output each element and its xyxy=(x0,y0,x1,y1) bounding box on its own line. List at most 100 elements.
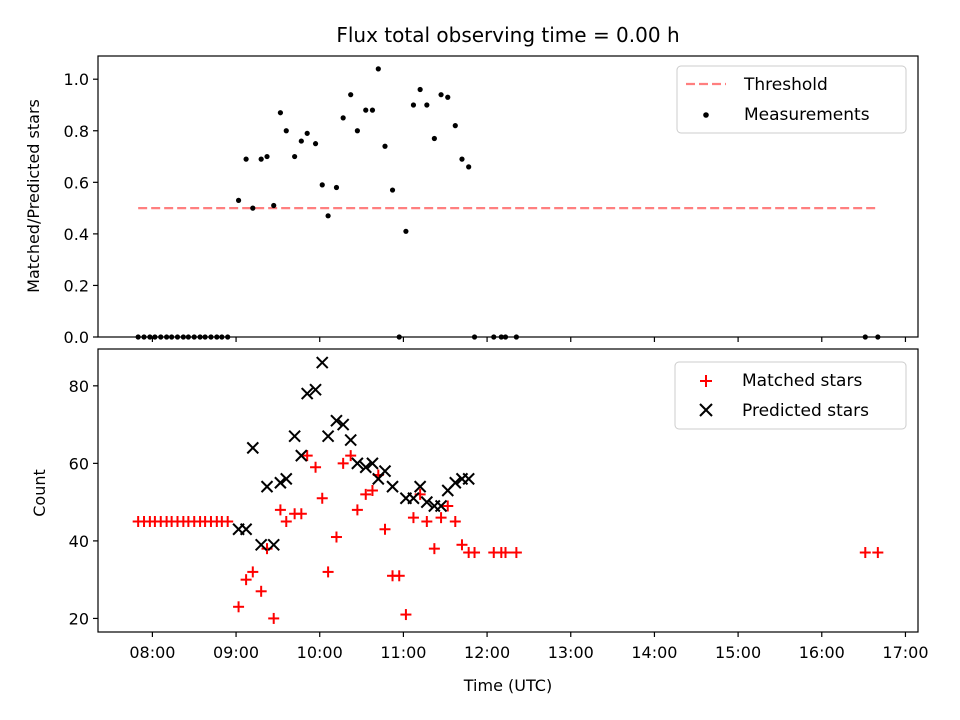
measurement-point xyxy=(363,107,369,113)
chart-title: Flux total observing time = 0.00 h xyxy=(336,23,679,47)
predicted-star-point xyxy=(359,461,372,474)
predicted-star-point xyxy=(344,433,357,447)
measurement-point xyxy=(250,205,256,211)
x-tick-label: 16:00 xyxy=(799,643,845,662)
predicted-star-point xyxy=(300,387,314,400)
measurement-point xyxy=(319,182,325,188)
measurement-point xyxy=(271,202,277,209)
ratio-y-tick-label: 0.4 xyxy=(64,225,89,244)
predicted-star-point xyxy=(309,383,322,396)
predicted-star-point xyxy=(321,430,335,443)
count-legend: Matched stars Predicted stars xyxy=(674,361,907,430)
matched-star-point xyxy=(337,457,349,469)
matched-star-point xyxy=(233,601,245,613)
measurement-point xyxy=(264,153,270,160)
legend-measurements-swatch xyxy=(703,112,709,118)
predicted-star-point xyxy=(449,476,462,489)
x-tick-label: 14:00 xyxy=(631,643,677,662)
predicted-star-point xyxy=(295,449,308,462)
matched-star-point xyxy=(379,523,391,535)
matched-star-point xyxy=(322,566,334,578)
measurement-point xyxy=(445,94,451,100)
matched-star-point xyxy=(499,547,511,559)
predicted-star-point xyxy=(274,476,287,489)
measurement-point xyxy=(243,156,249,162)
matched-star-point xyxy=(345,450,357,462)
measurement-point xyxy=(410,102,417,108)
ratio-y-tick-label: 0.0 xyxy=(64,328,89,347)
measurement-point xyxy=(292,153,298,160)
measurement-point xyxy=(431,135,437,142)
ratio-y-axis-title: Matched/Predicted stars xyxy=(24,99,43,293)
ratio-y-tick-label: 0.8 xyxy=(64,122,89,141)
matched-star-point xyxy=(360,488,372,500)
measurement-point xyxy=(354,128,360,134)
ratio-legend-box xyxy=(676,65,907,134)
matched-star-point xyxy=(268,612,280,624)
predicted-star-point xyxy=(413,480,427,493)
measurement-point xyxy=(459,156,465,162)
measurement-point xyxy=(277,110,284,116)
matched-star-point xyxy=(247,566,259,578)
count-y-axis-title: Count xyxy=(30,469,49,517)
measurement-point xyxy=(452,123,458,129)
count-y-ticks: 20 40 60 80 xyxy=(69,377,98,628)
x-tick-label: 12:00 xyxy=(464,643,510,662)
matched-star-point xyxy=(222,516,234,528)
matched-star-point xyxy=(456,539,468,551)
measurement-point xyxy=(466,164,472,170)
count-x-ticks: 08:00 09:00 10:00 11:00 12:00 13:00 14:00 15:00… xyxy=(129,632,929,662)
matched-star-point xyxy=(400,609,412,621)
measurement-point xyxy=(389,187,396,193)
legend-matched-swatch xyxy=(700,375,712,387)
matched-star-point xyxy=(421,516,433,528)
predicted-star-point xyxy=(316,356,329,369)
predicted-star-point xyxy=(434,499,448,513)
predicted-star-points xyxy=(232,356,475,551)
legend-predicted-label: Predicted stars xyxy=(742,401,869,421)
predicted-star-point xyxy=(288,430,301,443)
x-axis-title: Time (UTC) xyxy=(463,676,552,695)
count-plot-frame xyxy=(97,348,919,633)
ratio-y-tick-label: 0.6 xyxy=(64,173,89,192)
measurement-point xyxy=(298,138,304,144)
predicted-star-point xyxy=(407,492,420,505)
legend-threshold-label: Threshold xyxy=(743,75,828,95)
matched-star-point xyxy=(274,504,286,516)
measurement-point xyxy=(340,115,346,121)
predicted-star-point xyxy=(267,538,280,551)
matched-star-point xyxy=(859,547,871,559)
matched-star-point xyxy=(435,512,447,524)
x-tick-label: 08:00 xyxy=(129,643,175,662)
matched-star-point xyxy=(351,504,363,516)
predicted-star-point xyxy=(378,464,392,478)
measurement-point xyxy=(369,107,376,113)
matched-star-point xyxy=(366,485,378,496)
measurement-point xyxy=(283,128,289,134)
matched-star-point xyxy=(240,574,252,586)
ratio-y-tick-label: 0.2 xyxy=(64,276,89,295)
matched-star-point xyxy=(872,547,884,559)
measurement-point xyxy=(382,143,388,149)
legend-predicted-swatch xyxy=(699,403,713,417)
legend-measurements-label: Measurements xyxy=(744,105,870,125)
matched-star-point xyxy=(255,585,267,597)
predicted-star-point xyxy=(330,414,343,427)
legend-matched-label: Matched stars xyxy=(742,371,862,391)
matched-star-points xyxy=(132,450,884,624)
measurement-point xyxy=(424,102,430,108)
measurement-point xyxy=(438,92,444,98)
count-y-tick-label: 80 xyxy=(69,377,89,396)
predicted-star-point xyxy=(462,472,475,486)
count-y-tick-label: 40 xyxy=(69,532,89,551)
predicted-star-point xyxy=(336,418,350,431)
ratio-y-ticks: 0.0 0.2 0.4 0.6 0.8 1.0 xyxy=(64,70,98,347)
matched-star-point xyxy=(280,516,292,528)
matched-star-point xyxy=(310,461,322,473)
count-y-tick-label: 60 xyxy=(69,454,89,473)
measurement-point xyxy=(348,92,354,98)
count-y-tick-label: 20 xyxy=(69,609,89,628)
predicted-star-point xyxy=(351,457,364,470)
measurement-point xyxy=(403,228,409,234)
predicted-star-point xyxy=(420,495,434,509)
